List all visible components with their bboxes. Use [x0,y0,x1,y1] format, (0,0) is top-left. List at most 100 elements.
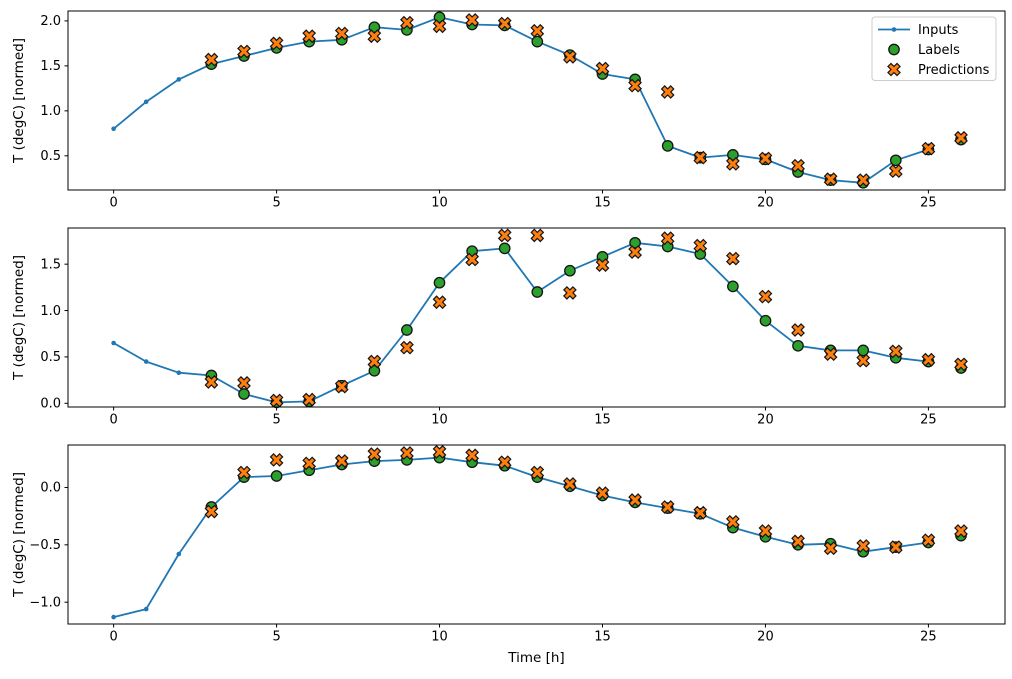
prediction-point [660,231,675,246]
prediction-point [302,29,317,44]
x-tick-label: 15 [594,196,611,211]
x-tick-label: 25 [920,196,937,211]
prediction-point [432,19,447,34]
label-point [368,364,381,377]
y-tick-label: −0.5 [29,538,61,553]
prediction-point [497,455,512,470]
prediction-point [400,15,414,30]
prediction-point [465,252,480,267]
x-tick-label: 20 [757,413,774,428]
prediction-point [497,228,512,243]
prediction-point [269,36,284,51]
y-axis-label: T (degC) [normed] [11,38,27,164]
x-tick-label: 25 [920,630,937,645]
prediction-point [725,514,740,529]
y-tick-label: 0.0 [40,397,61,412]
prediction-point [823,347,838,362]
y-tick-label: 1.5 [40,59,61,74]
prediction-point [888,164,903,179]
prediction-point [595,61,610,76]
prediction-point [791,323,805,337]
y-tick-label: 1.0 [40,304,61,319]
prediction-point [660,85,675,99]
prediction-point [758,151,773,166]
x-tick-label: 5 [272,630,280,645]
y-tick-label: −1.0 [29,595,61,610]
prediction-point [921,533,936,548]
prediction-point [497,16,512,31]
prediction-point [628,78,642,93]
y-tick-label: 0.5 [40,149,61,164]
x-tick-label: 0 [109,413,117,428]
x-tick-label: 25 [920,413,937,428]
x-tick-label: 10 [431,413,448,428]
subplot-2: 0 5 10 15 20 25 0.0 0.5 1.0 1.5 T (degC) [normed] [11,227,1006,428]
prediction-point [888,344,903,359]
input-point [176,77,182,82]
prediction-point [595,258,610,272]
x-tick-label: 20 [757,630,774,645]
y-tick-label: 1.0 [40,104,61,119]
legend-label-predictions: Predictions [918,63,990,78]
prediction-point [367,29,382,44]
prediction-point [954,130,968,145]
legend-inputs-dot [891,27,897,32]
input-point [111,614,116,620]
prediction-point [237,44,251,59]
prediction-point [628,493,642,507]
input-point [143,359,149,364]
legend-label-inputs: Inputs [918,23,959,38]
prediction-point [400,340,414,355]
prediction-point [563,286,577,300]
x-tick-label: 20 [757,196,774,211]
y-tick-label: 0.0 [40,481,61,496]
x-tick-label: 5 [272,413,280,428]
prediction-point [563,49,577,64]
label-point [531,35,544,48]
x-tick-label: 0 [109,196,117,211]
prediction-point [888,540,903,555]
prediction-point [823,541,838,556]
legend-labels-sample [888,43,900,56]
prediction-point [237,375,251,390]
label-point [401,324,413,336]
prediction-point [954,524,968,538]
input-point [143,606,149,612]
prediction-point [204,504,219,519]
prediction-point [269,453,284,467]
prediction-point [693,505,708,520]
predictions-markers [204,444,968,556]
label-point [857,344,870,357]
prediction-point [334,379,349,394]
subplot-1: 0 5 10 15 20 25 0.5 1.0 1.5 2.0 T (degC) [normed] I… [11,10,1006,211]
y-axis-label: T (degC) [normed] [11,255,27,381]
prediction-point [204,52,219,67]
prediction-point [725,157,740,171]
legend-predictions-sample [887,62,901,77]
axes-spines [67,444,1006,625]
label-point [629,236,641,249]
prediction-point [237,465,251,480]
prediction-point [791,158,805,173]
input-point [176,551,182,557]
axes-spines [67,227,1006,408]
x-tick-label: 10 [431,630,448,645]
x-tick-label: 15 [594,413,611,428]
prediction-point [856,539,871,553]
label-point [661,140,674,152]
label-point [792,339,804,352]
prediction-point [693,238,708,253]
prediction-point [302,392,317,407]
label-point [889,154,902,167]
prediction-point [367,447,382,462]
prediction-point [530,23,545,38]
subplot-3: 0 5 10 15 20 25 0.0 −0.5 −1.0T (degC) [normed] Ti… [11,444,1006,666]
label-point [564,264,576,277]
prediction-point [954,357,968,372]
y-tick-label: 2.0 [40,14,61,29]
prediction-point [660,500,675,514]
prediction-point [921,352,936,367]
prediction-point [693,150,708,165]
